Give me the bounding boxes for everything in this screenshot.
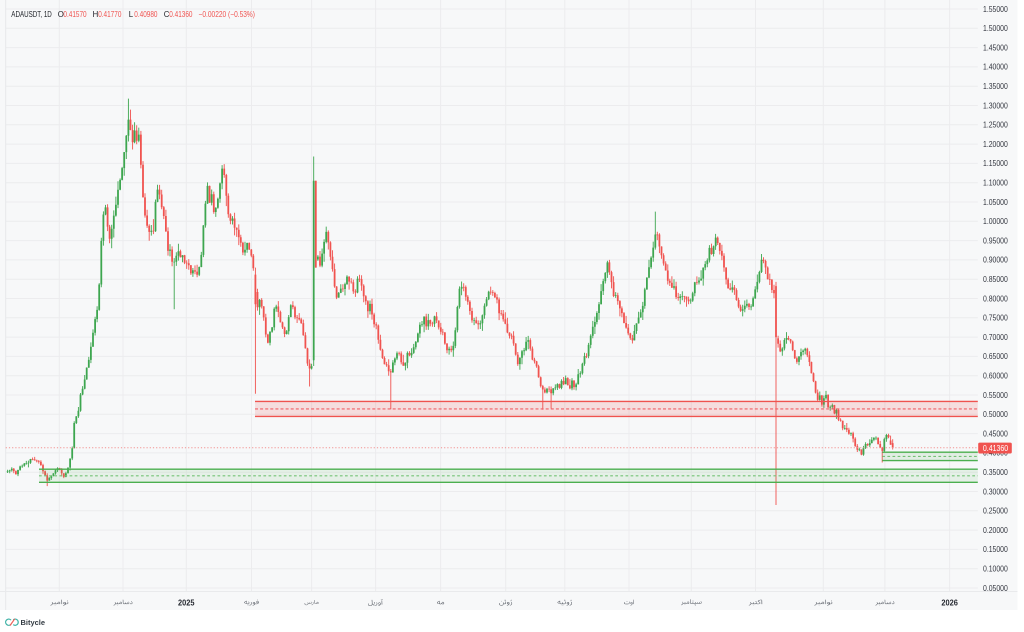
svg-text:0.35000: 0.35000 bbox=[983, 468, 1008, 477]
svg-text:0.41570: 0.41570 bbox=[63, 10, 87, 19]
svg-text:0.10000: 0.10000 bbox=[983, 565, 1008, 574]
svg-text:2025: 2025 bbox=[178, 598, 195, 607]
svg-text:0.05000: 0.05000 bbox=[983, 584, 1008, 593]
svg-text:0.25000: 0.25000 bbox=[983, 507, 1008, 516]
svg-text:2026: 2026 bbox=[941, 598, 958, 607]
svg-text:0.41360: 0.41360 bbox=[983, 444, 1009, 453]
svg-text:1.45000: 1.45000 bbox=[983, 43, 1008, 52]
svg-text:Bitycle: Bitycle bbox=[21, 618, 46, 627]
svg-text:0.55000: 0.55000 bbox=[983, 391, 1008, 400]
svg-text:0.45000: 0.45000 bbox=[983, 429, 1008, 438]
svg-text:ADAUSDT, 1D: ADAUSDT, 1D bbox=[11, 10, 52, 19]
svg-text:0.85000: 0.85000 bbox=[983, 275, 1008, 284]
svg-text:1.40000: 1.40000 bbox=[983, 63, 1008, 72]
svg-text:−0.00220 (−0.53%): −0.00220 (−0.53%) bbox=[199, 10, 256, 19]
svg-text:C: C bbox=[164, 10, 170, 19]
svg-text:1.35000: 1.35000 bbox=[983, 82, 1008, 91]
svg-text:0.30000: 0.30000 bbox=[983, 487, 1008, 496]
svg-text:0.65000: 0.65000 bbox=[983, 352, 1008, 361]
svg-text:1.55000: 1.55000 bbox=[983, 5, 1008, 14]
svg-text:1.25000: 1.25000 bbox=[983, 121, 1008, 130]
svg-text:O: O bbox=[58, 10, 64, 19]
svg-text:0.50000: 0.50000 bbox=[983, 410, 1008, 419]
svg-text:1.15000: 1.15000 bbox=[983, 159, 1008, 168]
svg-text:H: H bbox=[93, 10, 99, 19]
svg-text:1.00000: 1.00000 bbox=[983, 217, 1008, 226]
svg-text:0.70000: 0.70000 bbox=[983, 333, 1008, 342]
svg-text:1.05000: 1.05000 bbox=[983, 198, 1008, 207]
svg-text:0.75000: 0.75000 bbox=[983, 314, 1008, 323]
svg-text:0.15000: 0.15000 bbox=[983, 545, 1008, 554]
svg-text:0.80000: 0.80000 bbox=[983, 294, 1008, 303]
svg-text:0.90000: 0.90000 bbox=[983, 256, 1008, 265]
svg-text:1.50000: 1.50000 bbox=[983, 24, 1008, 33]
svg-text:0.60000: 0.60000 bbox=[983, 372, 1008, 381]
svg-text:0.20000: 0.20000 bbox=[983, 526, 1008, 535]
svg-text:1.20000: 1.20000 bbox=[983, 140, 1008, 149]
svg-text:1.10000: 1.10000 bbox=[983, 179, 1008, 188]
svg-text:1.30000: 1.30000 bbox=[983, 101, 1008, 110]
svg-text:0.40980: 0.40980 bbox=[134, 10, 158, 19]
svg-text:L: L bbox=[129, 10, 134, 19]
svg-text:0.41360: 0.41360 bbox=[169, 10, 193, 19]
svg-text:0.41770: 0.41770 bbox=[98, 10, 122, 19]
svg-text:0.95000: 0.95000 bbox=[983, 236, 1008, 245]
